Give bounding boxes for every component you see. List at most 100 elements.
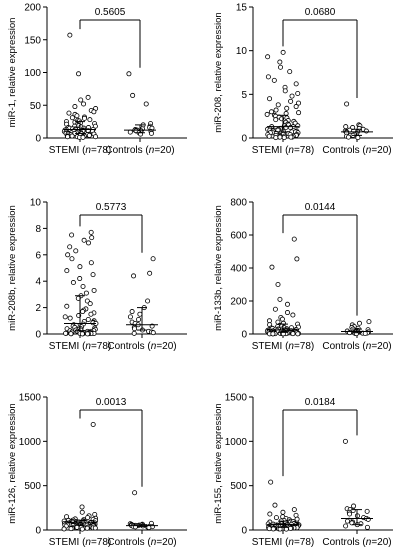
data-point <box>85 331 91 337</box>
y-tick-label: 500 <box>230 481 247 492</box>
data-point <box>78 97 84 103</box>
data-point <box>288 525 294 531</box>
data-point <box>131 273 137 279</box>
x-tick-label: STEMI (n=78) <box>252 145 315 156</box>
data-point <box>364 524 370 530</box>
data-point <box>66 110 72 116</box>
data-point <box>126 71 132 77</box>
y-tick-label: 200 <box>24 3 41 14</box>
data-point <box>283 125 289 131</box>
data-point <box>265 74 271 80</box>
y-tick-label: 10 <box>236 46 248 57</box>
data-point <box>291 507 297 513</box>
data-point <box>268 479 274 485</box>
data-point <box>366 319 372 325</box>
y-tick-label: 800 <box>230 198 247 209</box>
data-point <box>280 49 286 55</box>
data-point <box>270 331 276 337</box>
data-point <box>288 98 294 104</box>
data-point <box>92 525 98 531</box>
data-point <box>344 101 350 107</box>
data-point <box>85 515 91 521</box>
data-point <box>64 514 70 520</box>
y-tick-label: 15 <box>236 3 248 14</box>
y-tick-label: 0 <box>35 134 41 145</box>
x-tick-label: Controls (n=20) <box>322 341 391 352</box>
data-point <box>284 301 290 307</box>
data-point <box>351 503 357 509</box>
data-point <box>345 134 351 140</box>
data-point <box>132 490 138 496</box>
data-point <box>83 290 89 296</box>
data-point <box>288 134 294 140</box>
data-point <box>68 331 74 337</box>
data-point <box>284 310 290 316</box>
data-point <box>294 256 300 262</box>
y-tick-label: 0 <box>35 526 41 537</box>
data-point <box>61 526 67 532</box>
y-tick-label: 10 <box>30 198 42 209</box>
data-point <box>293 81 299 87</box>
y-axis-label: miR-133b, relative expression <box>213 205 224 331</box>
p-value-label: 0.0184 <box>305 397 336 408</box>
p-value-label: 0.0013 <box>96 397 127 408</box>
data-point <box>80 134 86 140</box>
y-tick-label: 0 <box>35 330 41 341</box>
data-point <box>91 109 97 115</box>
data-point <box>296 110 302 116</box>
x-tick-label: STEMI (n=78) <box>49 341 112 352</box>
data-point <box>295 90 301 96</box>
y-tick-label: 50 <box>30 101 42 112</box>
data-point <box>291 236 297 242</box>
data-point <box>79 331 85 337</box>
data-point <box>150 330 156 336</box>
y-axis-label: miR-208b, relative expression <box>7 205 18 331</box>
data-point <box>79 504 85 510</box>
data-point <box>80 309 86 315</box>
data-point <box>88 229 94 235</box>
x-tick-label: STEMI (n=78) <box>252 341 315 352</box>
p-value-label: 0.0680 <box>305 7 336 18</box>
x-tick-label: Controls (n=20) <box>105 145 174 156</box>
data-point <box>272 502 278 508</box>
y-tick-label: 2 <box>35 303 41 314</box>
chart-panel-4: 0 200 400 600 800 miR-133b, relative expressi… <box>213 198 393 352</box>
data-point <box>77 264 83 270</box>
data-point <box>131 330 137 336</box>
y-tick-label: 0 <box>241 134 247 145</box>
data-point <box>278 64 284 70</box>
data-point <box>265 54 271 60</box>
data-point <box>145 298 151 304</box>
data-point <box>90 421 96 427</box>
data-point <box>345 518 351 524</box>
data-point <box>347 511 353 517</box>
y-axis-label: miR-155, relative expression <box>213 403 224 523</box>
data-point <box>287 69 293 75</box>
y-axis-label: miR-1, relative expression <box>7 18 18 128</box>
data-point <box>132 326 138 332</box>
y-tick-label: 4 <box>35 277 41 288</box>
data-point <box>67 315 73 321</box>
y-tick-label: 1000 <box>225 437 248 448</box>
data-point <box>65 134 71 140</box>
y-tick-label: 1500 <box>19 393 42 404</box>
data-point <box>74 524 80 530</box>
data-point <box>290 312 296 318</box>
data-point <box>268 109 274 115</box>
chart-panel-1: 0 50 100 150 200 miR-1, relative expression ST… <box>7 3 187 156</box>
data-point <box>287 125 293 131</box>
data-point <box>72 104 78 110</box>
y-tick-label: 5 <box>241 90 247 101</box>
data-point <box>295 123 301 129</box>
data-point <box>275 102 281 108</box>
data-point <box>266 526 272 532</box>
data-point <box>136 316 142 322</box>
y-axis-label: miR-208, relative expression <box>213 12 224 132</box>
data-point <box>85 94 91 100</box>
chart-panel-2: 0 5 10 15 miR-208, relative expression STEMI … <box>213 3 393 156</box>
data-point <box>364 508 370 514</box>
data-point <box>293 104 299 110</box>
data-point <box>92 123 98 129</box>
y-tick-label: 6 <box>35 250 41 261</box>
data-point <box>81 115 87 121</box>
